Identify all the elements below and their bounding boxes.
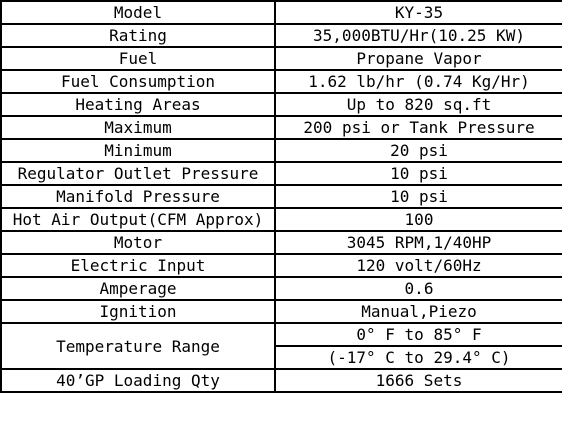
row-value: Manual,Piezo [274,299,562,324]
table-row-temperature-celsius: (-17° C to 29.4° C) [1,345,562,370]
spec-table: Model KY-35 Rating 35,000BTU/Hr(10.25 KW… [0,0,562,393]
table-row: Hot Air Output(CFM Approx) 100 [0,207,562,232]
table-row: Minimum 20 psi [0,138,562,163]
row-label: Fuel [0,46,276,71]
row-value: 120 volt/60Hz [274,253,562,278]
row-label: Model [0,0,276,25]
loading-qty-label: 40’GP Loading Qty [0,368,276,393]
table-row: Electric Input 120 volt/60Hz [0,253,562,278]
table-row: Rating 35,000BTU/Hr(10.25 KW) [0,23,562,48]
table-row: Regulator Outlet Pressure 10 psi [0,161,562,186]
table-row: Model KY-35 [0,0,562,25]
table-row: Ignition Manual,Piezo [0,299,562,324]
row-value: 35,000BTU/Hr(10.25 KW) [274,23,562,48]
row-label: Electric Input [0,253,276,278]
table-row-temperature: Temperature Range 0° F to 85° F [0,322,562,370]
row-value: 10 psi [274,184,562,209]
table-row: Fuel Propane Vapor [0,46,562,71]
row-value: 20 psi [274,138,562,163]
row-label: Hot Air Output(CFM Approx) [0,207,276,232]
row-label: Regulator Outlet Pressure [0,161,276,186]
row-label: Rating [0,23,276,48]
loading-qty-value: 1666 Sets [274,368,562,393]
table-row: Heating Areas Up to 820 sq.ft [0,92,562,117]
row-value: 10 psi [274,161,562,186]
row-value: 100 [274,207,562,232]
temperature-range-celsius: (-17° C to 29.4° C) [274,345,562,370]
table-row: Amperage 0.6 [0,276,562,301]
row-label: Ignition [0,299,276,324]
row-value: Up to 820 sq.ft [274,92,562,117]
spec-table-body: Model KY-35 Rating 35,000BTU/Hr(10.25 KW… [0,0,562,393]
row-value: 1.62 lb/hr (0.74 Kg/Hr) [274,69,562,94]
table-row: Maximum 200 psi or Tank Pressure [0,115,562,140]
table-row: Fuel Consumption 1.62 lb/hr (0.74 Kg/Hr) [0,69,562,94]
row-label: Motor [0,230,276,255]
row-value: Propane Vapor [274,46,562,71]
temperature-range-label: Temperature Range [0,322,276,370]
row-label: Manifold Pressure [0,184,276,209]
row-value: KY-35 [274,0,562,25]
temperature-range-fahrenheit: 0° F to 85° F [274,322,562,347]
row-label: Amperage [0,276,276,301]
row-value: 3045 RPM,1/40HP [274,230,562,255]
table-row: Motor 3045 RPM,1/40HP [0,230,562,255]
row-value: 200 psi or Tank Pressure [274,115,562,140]
row-value: 0.6 [274,276,562,301]
table-row-loading: 40’GP Loading Qty 1666 Sets [0,368,562,393]
row-label: Maximum [0,115,276,140]
row-label: Heating Areas [0,92,276,117]
row-label: Minimum [0,138,276,163]
table-row: Manifold Pressure 10 psi [0,184,562,209]
row-label: Fuel Consumption [0,69,276,94]
